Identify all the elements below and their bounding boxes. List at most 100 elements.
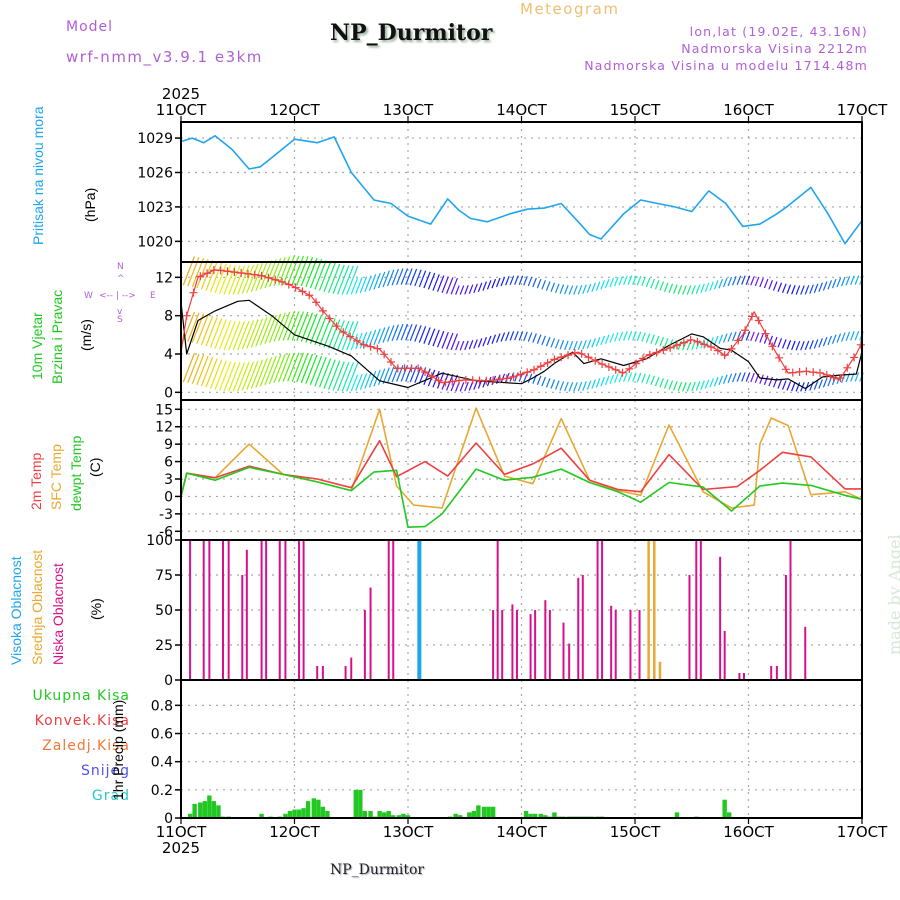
gust-marker xyxy=(529,365,538,374)
wind-barb xyxy=(505,372,510,383)
cloud-bar-low xyxy=(695,540,698,680)
precip-bar xyxy=(490,806,496,818)
wind-barb xyxy=(214,360,227,390)
wind-barb xyxy=(237,320,250,351)
wind-barb xyxy=(727,332,733,342)
wind-barb xyxy=(718,278,724,289)
gust-marker xyxy=(686,336,695,345)
year-label-top: 2025 xyxy=(162,85,200,103)
wind-barb xyxy=(414,269,422,287)
wind-barb xyxy=(822,378,828,388)
gust-marker xyxy=(536,362,545,371)
gust-marker xyxy=(570,349,579,358)
wind-barb xyxy=(627,372,633,382)
wind-barb xyxy=(614,332,619,342)
wind-barb xyxy=(405,323,413,341)
wind-barb xyxy=(732,331,737,342)
wind-barb xyxy=(287,311,300,341)
gust-marker xyxy=(693,337,702,346)
gust-marker xyxy=(400,364,409,373)
wind-barb xyxy=(654,376,660,387)
wind-barb xyxy=(495,277,501,288)
wind-barb xyxy=(228,265,241,295)
wind-barb xyxy=(777,282,783,292)
wind-barb xyxy=(418,326,427,343)
wind-barb xyxy=(450,277,458,295)
wind-barb xyxy=(346,321,359,351)
cloud-bar-low xyxy=(496,540,499,680)
precip-bar xyxy=(259,813,264,818)
wind-barb xyxy=(745,275,751,285)
wind-barb xyxy=(209,318,223,348)
wind-barb xyxy=(754,332,760,342)
wind-barb xyxy=(532,333,537,343)
gust-marker xyxy=(822,370,831,379)
precip-bar xyxy=(301,808,306,818)
wind-barb xyxy=(468,340,474,350)
cloud-bar-low xyxy=(302,540,305,680)
precip-bar xyxy=(192,803,197,818)
wind-barb xyxy=(564,340,569,351)
wind-barb xyxy=(827,376,833,387)
wind-barb xyxy=(396,323,404,341)
cloud-bar-low xyxy=(278,540,281,680)
wind-barb xyxy=(318,317,332,347)
precip-bar xyxy=(528,813,533,818)
wind-barb xyxy=(327,360,341,390)
wind-barb xyxy=(614,276,619,287)
gust-marker xyxy=(421,367,430,376)
wind-barb xyxy=(777,338,783,348)
wind-barb xyxy=(518,331,524,341)
wind-barb xyxy=(341,265,354,295)
wind-barb xyxy=(854,330,860,341)
wind-barb xyxy=(377,368,386,386)
cloud-bar-low xyxy=(601,540,604,680)
wind-barb xyxy=(196,314,209,344)
wind-barb xyxy=(450,374,458,392)
precip-bar xyxy=(481,806,487,818)
wind-barb xyxy=(813,339,819,349)
precip-bar xyxy=(305,801,311,818)
wind-barb xyxy=(786,284,792,294)
wind-barb xyxy=(264,314,277,344)
precip-bar xyxy=(405,815,411,818)
wind-barb xyxy=(854,372,860,382)
gust-marker xyxy=(700,340,709,349)
wind-barb xyxy=(427,328,436,346)
wind-barb xyxy=(509,275,515,286)
wind-barb xyxy=(205,358,218,388)
wind-barb xyxy=(627,275,633,285)
gust-marker xyxy=(829,373,838,382)
wind-barb xyxy=(795,285,801,295)
cloud-bar-low xyxy=(511,604,514,680)
wind-barb xyxy=(436,275,445,292)
cloud-bar-low xyxy=(316,666,319,680)
precip-bar xyxy=(722,799,727,818)
wind-barb xyxy=(214,263,227,294)
wind-barb xyxy=(187,353,200,383)
wind-barb xyxy=(368,274,377,291)
precip-bar xyxy=(187,813,193,818)
wind-barb xyxy=(554,380,560,390)
compass-n-label: N xyxy=(117,262,124,272)
gust-marker xyxy=(318,306,327,315)
wind-barb xyxy=(604,334,610,344)
wind-barb xyxy=(491,278,497,289)
gust-marker xyxy=(754,316,763,325)
wind-barb xyxy=(209,262,223,292)
wind-barb xyxy=(695,284,701,294)
precip-bar xyxy=(401,813,406,818)
wind-barb xyxy=(536,375,542,386)
cloud-bar-low xyxy=(350,657,353,680)
wind-barb xyxy=(845,276,851,286)
wind-barb xyxy=(305,354,318,384)
wind-barb xyxy=(545,378,551,388)
wind-barb xyxy=(396,268,404,286)
wind-barb xyxy=(423,271,431,289)
wind-barb xyxy=(786,340,792,350)
model-label: Model xyxy=(66,19,114,35)
precip-bar xyxy=(552,812,557,818)
y-tick-label: 1026 xyxy=(137,165,173,181)
gust-marker xyxy=(489,376,498,385)
gust-marker xyxy=(795,367,804,376)
